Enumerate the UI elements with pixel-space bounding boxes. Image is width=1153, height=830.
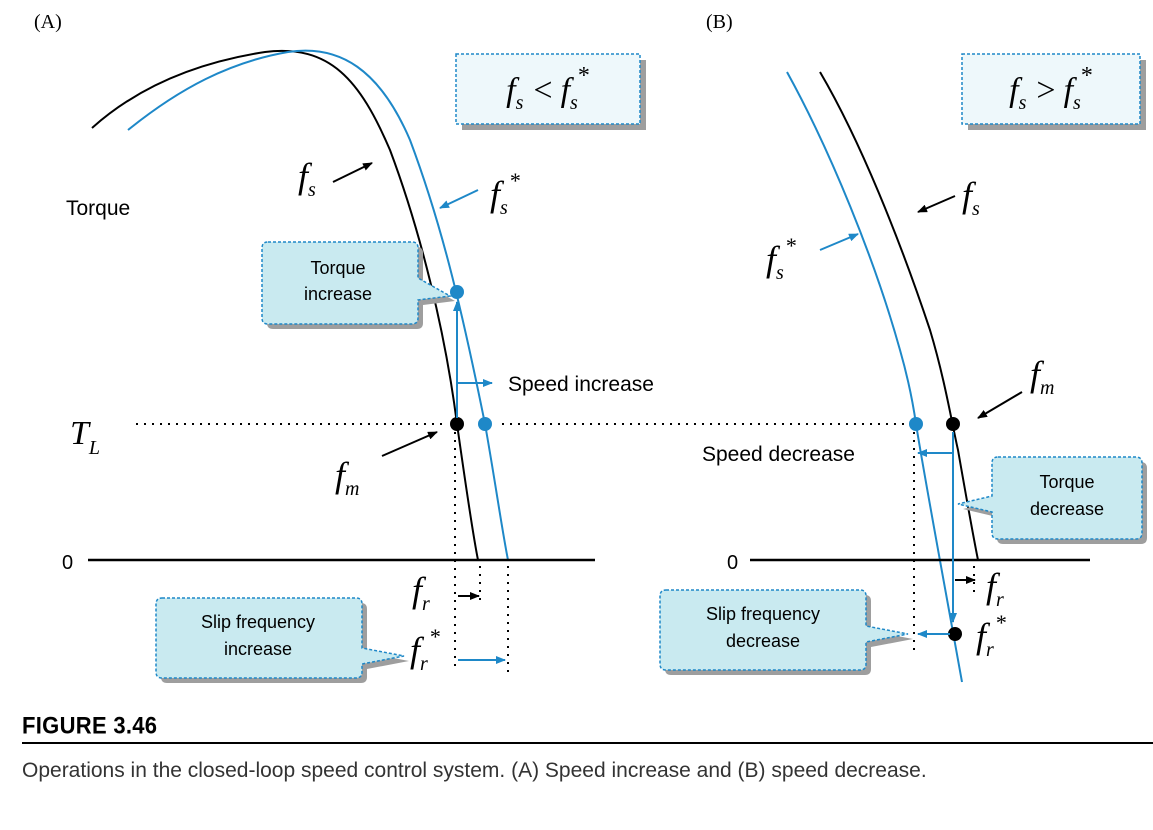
panel-b-fm-arrow [977, 391, 1023, 419]
panel-b-torque-callout: Torque decrease [957, 456, 1147, 544]
panel-b-slip-callout-line1: Slip frequency [706, 604, 820, 624]
panel-b-label: (B) [706, 11, 733, 33]
panel-b-fs-label: fs [962, 175, 980, 220]
panel-a: (A) fs < fs* 0 Torque TL fs fs* [34, 11, 654, 683]
panel-a-point-torque-increase [450, 285, 464, 299]
panel-b-curve-fs-star [786, 71, 963, 683]
figure-label: FIGURE 3.46 [22, 712, 158, 739]
panel-a-point-fm [450, 417, 464, 431]
panel-a-condition-box: fs < fs* [455, 53, 646, 130]
panel-a-torque-callout-line1: Torque [310, 258, 365, 278]
panel-b-condition-box: fs > fs* [961, 53, 1146, 130]
panel-a-fs-star-arrow [439, 189, 479, 209]
panel-a-condition-text: fs < fs* [506, 63, 590, 114]
panel-a-fr-star-label: fr* [410, 624, 441, 675]
panel-a-curve-fs-star [127, 49, 509, 561]
panel-a-torque-callout: Torque increase [261, 241, 455, 329]
panel-b-torque-callout-line2: decrease [1030, 499, 1104, 519]
panel-b-curve-fs [819, 71, 979, 561]
panel-b-slip-callout: Slip frequency decrease [659, 589, 913, 675]
panel-b-fs-arrow [917, 195, 956, 213]
panel-a-fs-star-label: fs* [490, 168, 521, 219]
panel-b-speed-label: Speed decrease [702, 443, 855, 466]
panel-a-label: (A) [34, 11, 62, 33]
panel-a-curve-fs [91, 49, 479, 561]
panel-a-point-tl-star [478, 417, 492, 431]
panel-b-point-fm [946, 417, 960, 431]
panel-b: (B) fs > fs* 0 fs fs* fm Speed decrease [659, 11, 1147, 683]
panel-a-zero-label: 0 [62, 552, 73, 574]
panel-a-tl-label: TL [70, 415, 100, 459]
panel-a-torque-label: Torque [66, 197, 130, 220]
panel-a-fr-label: fr [412, 570, 430, 615]
panel-a-slip-callout: Slip frequency increase [155, 597, 409, 683]
figure-caption: Operations in the closed-loop speed cont… [22, 759, 927, 782]
panel-a-fs-arrow [332, 162, 373, 183]
panel-a-slip-callout-line1: Slip frequency [201, 612, 315, 632]
panel-a-torque-callout-line2: increase [304, 284, 372, 304]
panel-a-speed-label: Speed increase [508, 373, 654, 396]
panel-b-fm-label: fm [1030, 354, 1054, 399]
panel-b-fr-star-label: fr* [976, 610, 1007, 661]
diagram-svg: (A) fs < fs* 0 Torque TL fs fs* [34, 11, 1147, 683]
panel-b-fr-label: fr [986, 566, 1004, 611]
panel-a-slip-callout-line2: increase [224, 639, 292, 659]
panel-b-torque-callout-line1: Torque [1039, 472, 1094, 492]
panel-b-fs-star-label: fs* [766, 233, 797, 284]
panel-a-fm-label: fm [335, 455, 359, 500]
panel-a-fm-arrow [381, 431, 438, 457]
figure-divider [22, 742, 1153, 744]
panel-b-fs-star-arrow [819, 233, 859, 251]
panel-b-zero-label: 0 [727, 552, 738, 574]
panel-a-fs-label: fs [298, 156, 316, 201]
panel-b-point-tl-star [909, 417, 923, 431]
panel-b-point-fr-star [948, 627, 962, 641]
panel-b-slip-callout-line2: decrease [726, 631, 800, 651]
